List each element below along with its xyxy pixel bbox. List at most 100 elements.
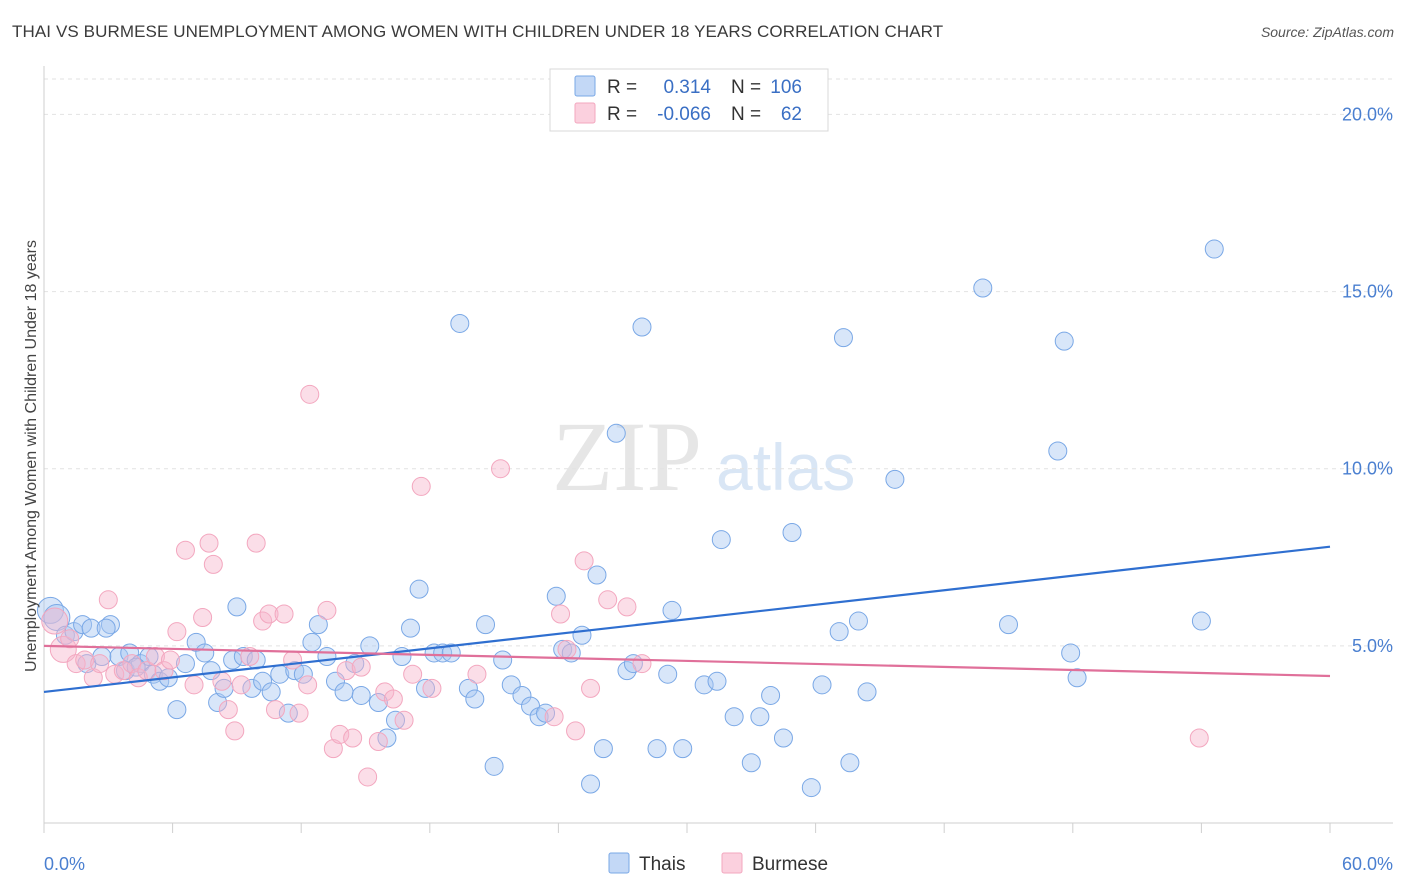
thais-point: [1191, 611, 1211, 631]
legend-r-label-thais: R =: [607, 77, 637, 98]
burmese-point: [368, 732, 388, 752]
burmese-point: [199, 533, 219, 553]
burmese-point: [175, 540, 195, 560]
thais-point: [885, 469, 905, 489]
burmese-point: [41, 607, 69, 635]
burmese-point: [358, 767, 378, 787]
burmese-point: [467, 664, 487, 684]
bottom-legend-swatch-thais: [608, 852, 630, 874]
legend-r-value-thais: 0.314: [663, 77, 711, 98]
legend-swatch-burmese: [574, 102, 596, 124]
bottom-legend-swatch-burmese: [721, 852, 743, 874]
thais-point: [450, 313, 470, 333]
burmese-point: [90, 654, 110, 674]
thais-point: [857, 682, 877, 702]
gridlines: [44, 78, 1393, 647]
burmese-point: [265, 700, 285, 720]
burmese-point: [98, 590, 118, 610]
thais-point: [529, 707, 549, 727]
legend-r-value-burmese: -0.066: [657, 104, 711, 125]
thais-point: [1061, 643, 1081, 663]
burmese-point: [581, 678, 601, 698]
thais-point: [208, 693, 228, 713]
thais-point: [707, 671, 727, 691]
thais-point: [465, 689, 485, 709]
legend-r-label-burmese: R =: [607, 104, 637, 125]
thais-point: [973, 278, 993, 298]
burmese-point: [240, 646, 260, 666]
burmese-point: [218, 700, 238, 720]
thais-point: [1067, 668, 1087, 688]
burmese-point: [330, 724, 350, 744]
thais-point: [441, 643, 461, 663]
thais-point: [302, 632, 322, 652]
thais-point: [317, 646, 337, 666]
burmese-point: [225, 721, 245, 741]
y-tick-labels: 5.0% 10.0% 15.0% 20.0%: [1342, 104, 1393, 655]
x-tick-label-max: 60.0%: [1342, 854, 1393, 874]
y-tick-label: 5.0%: [1352, 636, 1393, 656]
burmese-point: [298, 675, 318, 695]
burmese-point: [253, 611, 273, 631]
thais-point: [587, 565, 607, 585]
thais-point: [829, 622, 849, 642]
thais-point: [334, 682, 354, 702]
burmese-point: [491, 459, 511, 479]
burmese-point: [289, 703, 309, 723]
burmese-point: [160, 650, 180, 670]
watermark-atlas: atlas: [716, 430, 855, 504]
legend-box: [549, 68, 829, 132]
thais-point: [227, 597, 247, 617]
thais-point: [484, 756, 504, 776]
burmese-point: [617, 597, 637, 617]
burmese-point: [544, 707, 564, 727]
thais-point: [278, 703, 298, 723]
thais-point: [801, 778, 821, 798]
thais-point: [167, 700, 187, 720]
thais-trend-line: [43, 545, 1331, 694]
watermark-zip: ZIP: [552, 401, 702, 512]
bottom-legend: Thais Burmese: [608, 852, 828, 875]
burmese-point: [566, 721, 586, 741]
burmese-point: [283, 650, 303, 670]
thais-point: [840, 753, 860, 773]
legend-n-label-thais: N =: [731, 77, 761, 98]
thais-point: [773, 728, 793, 748]
thais-point: [658, 664, 678, 684]
thais-point: [416, 678, 436, 698]
thais-point: [1204, 239, 1224, 259]
thais-point: [1048, 441, 1068, 461]
thais-point: [632, 317, 652, 337]
thais-point: [606, 423, 626, 443]
burmese-point: [246, 533, 266, 553]
thais-point: [458, 678, 478, 698]
burmese-point: [351, 657, 371, 677]
burmese-point: [184, 675, 204, 695]
y-tick-label: 15.0%: [1342, 282, 1393, 302]
burmese-point: [75, 650, 95, 670]
thais-point: [581, 774, 601, 794]
chart-title: THAI VS BURMESE UNEMPLOYMENT AMONG WOMEN…: [12, 22, 944, 41]
burmese-point: [1189, 728, 1209, 748]
burmese-point: [167, 622, 187, 642]
burmese-point: [60, 629, 80, 649]
burmese-point: [231, 675, 251, 695]
burmese-point: [49, 635, 77, 663]
burmese-point: [598, 590, 618, 610]
thais-point: [175, 654, 195, 674]
thais-point: [546, 586, 566, 606]
burmese-point: [154, 661, 174, 681]
thais-point: [242, 678, 262, 698]
thais-point: [233, 646, 253, 666]
thais-points: [36, 239, 1224, 798]
thais-point: [812, 675, 832, 695]
thais-point: [293, 664, 313, 684]
burmese-point: [259, 604, 279, 624]
thais-point: [351, 685, 371, 705]
legend: R = 0.314 N = 106 R = -0.066 N = 62: [549, 68, 829, 132]
thais-point: [409, 579, 429, 599]
burmese-trend-line: [43, 644, 1331, 678]
thais-point: [848, 611, 868, 631]
bottom-legend-label-thais: Thais: [639, 854, 685, 875]
